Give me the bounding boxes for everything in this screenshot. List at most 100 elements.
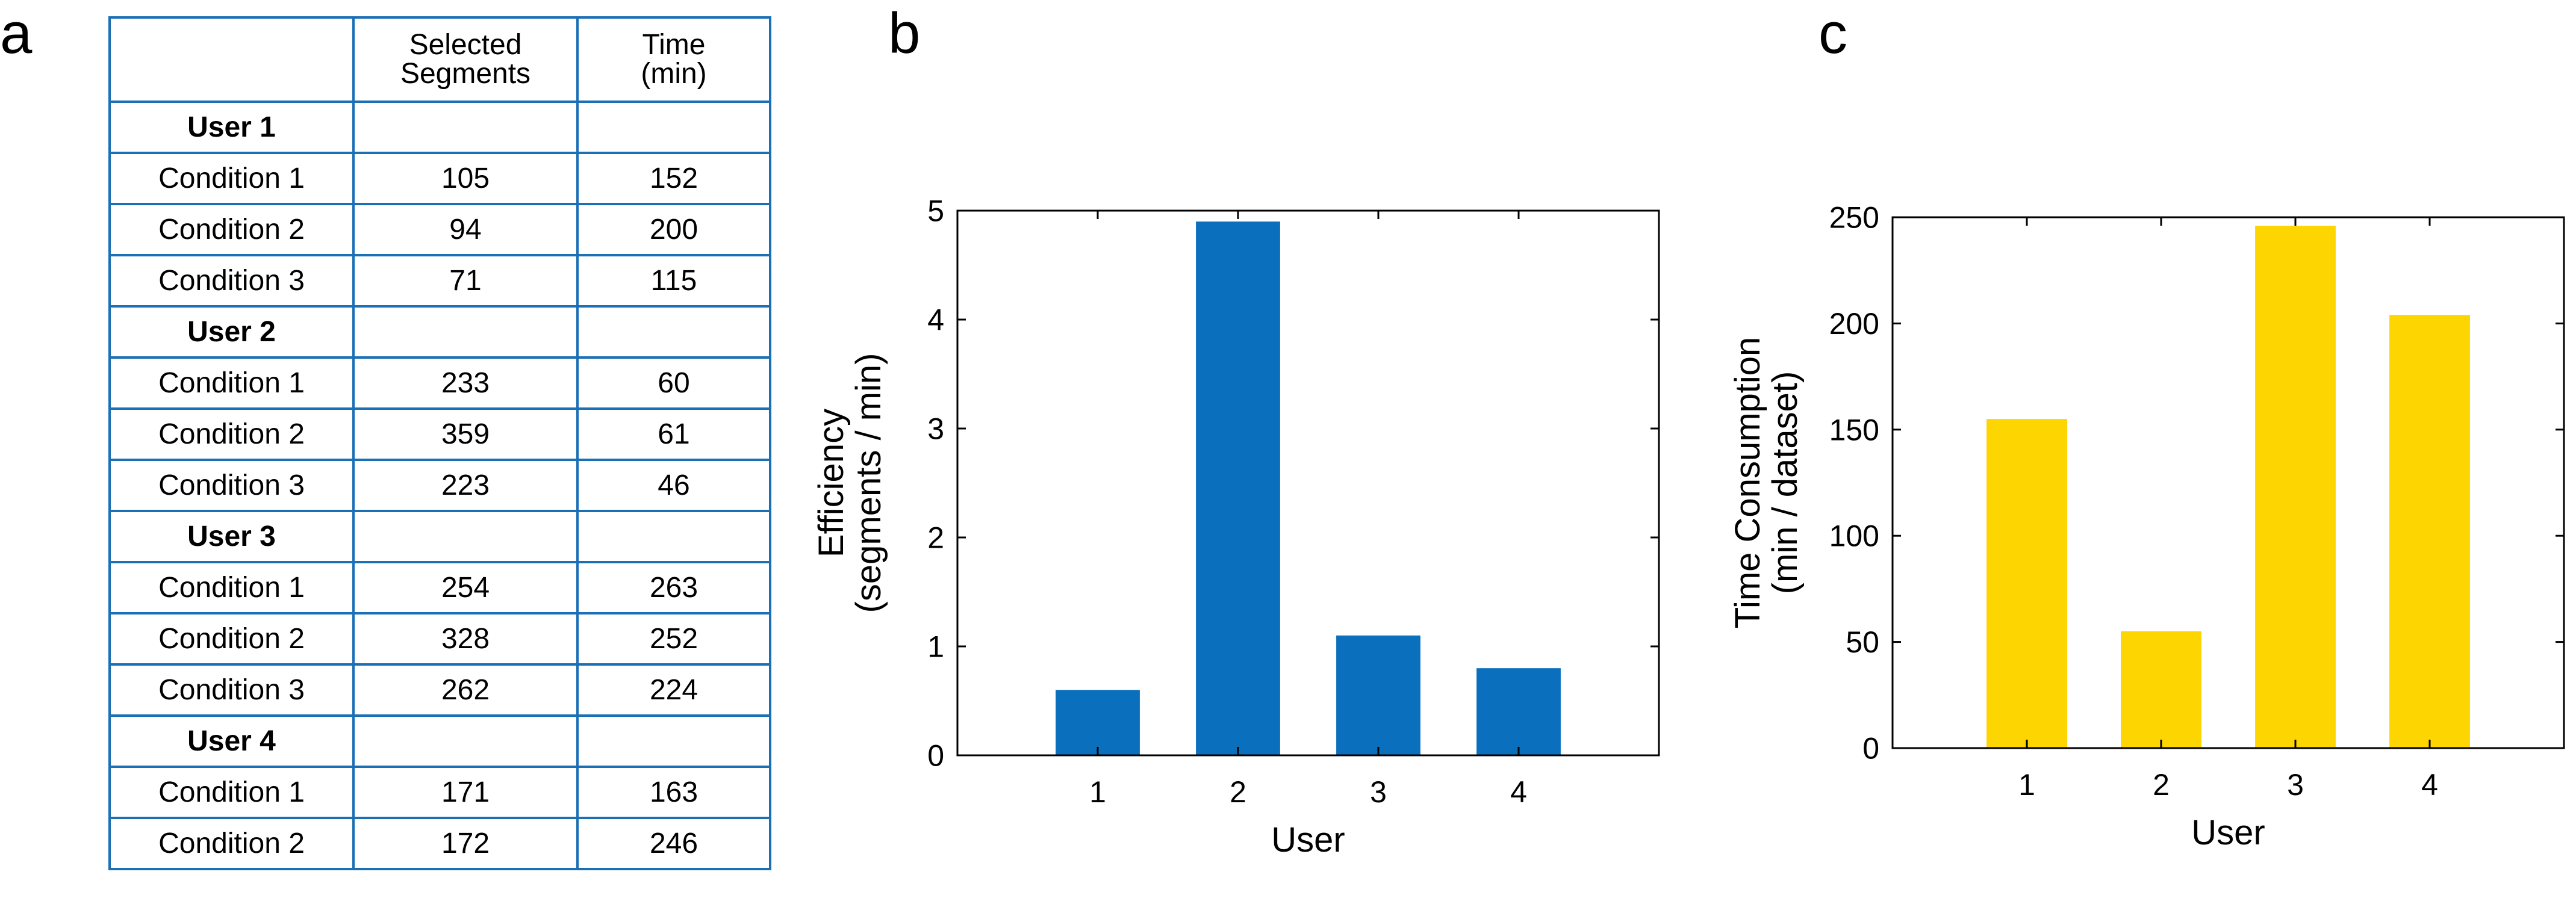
table-cell: Condition 2 — [108, 817, 355, 870]
x-tick-label: 2 — [2153, 768, 2170, 802]
table-cell — [576, 714, 771, 768]
table-cell — [576, 510, 771, 563]
y-axis-label: Efficiency — [812, 409, 851, 557]
table-cell: User 1 — [108, 101, 355, 154]
table-cell: Condition 1 — [108, 766, 355, 819]
table-cell: 328 — [352, 612, 579, 666]
table-cell: 246 — [576, 817, 771, 870]
table-cell: 263 — [576, 561, 771, 614]
table-cell — [352, 305, 579, 359]
table-header-cell: Time (min) — [576, 16, 771, 103]
table-cell: 152 — [576, 152, 771, 205]
plot-frame — [956, 209, 1660, 757]
table-cell: Condition 1 — [108, 356, 355, 410]
table-cell: 60 — [576, 356, 771, 410]
table-header-cell — [108, 16, 355, 103]
bar — [2389, 315, 2470, 748]
y-tick-label: 0 — [1862, 732, 1879, 766]
table-cell: 223 — [352, 459, 579, 512]
table-row: Condition 3 262 224 — [108, 663, 771, 717]
table-cell — [576, 305, 771, 359]
table-cell: Condition 3 — [108, 459, 355, 512]
y-axis-label: Time Consumption — [1728, 337, 1767, 629]
panel-label-a: a — [0, 1, 33, 66]
table-cell: Condition 1 — [108, 152, 355, 205]
time-consumption-bar-chart: 0 50 100 150 200 250 1 2 3 4 User Time Consumption(… — [1728, 201, 2565, 852]
table-row: Condition 1 233 60 — [108, 356, 771, 410]
bar — [1056, 690, 1140, 755]
table-cell: 252 — [576, 612, 771, 666]
y-tick-label: 1 — [927, 630, 944, 664]
table-cell — [352, 510, 579, 563]
table-cell: Condition 1 — [108, 561, 355, 614]
table-cell: 171 — [352, 766, 579, 819]
table-cell: 172 — [352, 817, 579, 870]
table-cell: 359 — [352, 407, 579, 461]
x-tick-label: 1 — [2018, 768, 2035, 802]
table-row: Condition 2 328 252 — [108, 612, 771, 666]
y-tick-label: 150 — [1829, 413, 1879, 447]
table-cell: 61 — [576, 407, 771, 461]
y-tick-label: 250 — [1829, 201, 1879, 235]
bar — [1476, 668, 1561, 755]
y-axis-label: (segments / min) — [849, 353, 888, 613]
table-cell: Condition 2 — [108, 407, 355, 461]
x-axis-label: User — [1271, 820, 1345, 859]
x-axis-label: User — [2191, 813, 2265, 852]
table-cell: 233 — [352, 356, 579, 410]
table-cell — [352, 714, 579, 768]
table-cell: User 4 — [108, 714, 355, 768]
table-cell: Condition 3 — [108, 254, 355, 308]
y-tick-label: 0 — [927, 739, 944, 773]
x-tick-label: 3 — [2287, 768, 2304, 802]
table-cell: 115 — [576, 254, 771, 308]
table-cell: 71 — [352, 254, 579, 308]
y-tick-label: 200 — [1829, 307, 1879, 341]
table-cell: 105 — [352, 152, 579, 205]
bar — [1986, 419, 2067, 748]
y-tick-label: 50 — [1846, 625, 1879, 659]
y-tick-label: 3 — [927, 412, 944, 446]
table-cell: 163 — [576, 766, 771, 819]
table-cell: Condition 2 — [108, 612, 355, 666]
x-tick-label: 2 — [1230, 775, 1246, 809]
plot-frame — [1891, 216, 2565, 749]
y-tick-label: 100 — [1829, 519, 1879, 553]
table-cell: 254 — [352, 561, 579, 614]
table-cell: 262 — [352, 663, 579, 717]
table-cell: User 2 — [108, 305, 355, 359]
y-tick-label: 2 — [927, 521, 944, 555]
table-row: Condition 2 94 200 — [108, 203, 771, 256]
table-cell: 200 — [576, 203, 771, 256]
table-row: Condition 1 171 163 — [108, 766, 771, 819]
y-tick-label: 5 — [927, 194, 944, 228]
efficiency-bar-chart: 0 1 2 3 4 5 1 2 3 4 User Efficiency(segments / min) — [812, 194, 1660, 859]
table-cell — [576, 101, 771, 154]
bar — [2121, 631, 2201, 748]
panel-label-b: b — [888, 1, 921, 66]
table-cell: 94 — [352, 203, 579, 256]
table-body: User 1 Condition 1 105 152 Condition 2 94 200 C… — [108, 101, 771, 870]
table-row: Condition 2 359 61 — [108, 407, 771, 461]
table-user-row: User 2 — [108, 305, 771, 359]
table-user-row: User 1 — [108, 101, 771, 154]
x-tick-label: 1 — [1089, 775, 1106, 809]
x-tick-label: 4 — [1510, 775, 1527, 809]
bar — [2255, 226, 2336, 748]
y-axis-label: (min / dataset) — [1766, 371, 1805, 595]
table-cell: 224 — [576, 663, 771, 717]
table-row: Condition 1 254 263 — [108, 561, 771, 614]
table-row: Condition 2 172 246 — [108, 817, 771, 870]
x-tick-label: 3 — [1370, 775, 1387, 809]
table-row: Condition 3 71 115 — [108, 254, 771, 308]
table-cell — [352, 101, 579, 154]
table-row: Condition 3 223 46 — [108, 459, 771, 512]
panel-label-c: c — [1818, 1, 1847, 66]
table-header-row: Selected Segments Time (min) — [108, 16, 771, 103]
x-tick-label: 4 — [2421, 768, 2438, 802]
y-tick-label: 4 — [927, 303, 944, 337]
table-cell: User 3 — [108, 510, 355, 563]
table-cell: Condition 2 — [108, 203, 355, 256]
segments-time-table: Selected Segments Time (min) User 1 Conditi… — [108, 16, 771, 870]
table-user-row: User 4 — [108, 714, 771, 768]
